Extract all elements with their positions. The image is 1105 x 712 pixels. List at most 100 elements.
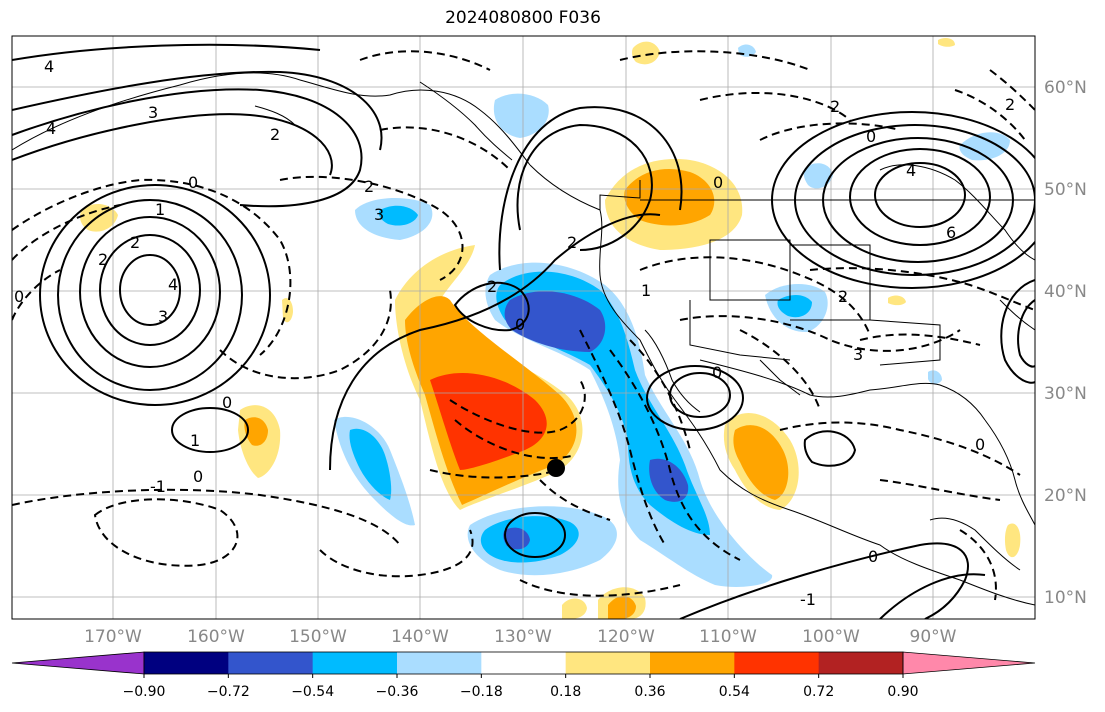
colorbar-tick-label: 0.18	[550, 684, 581, 700]
contour-label: 2	[364, 177, 374, 196]
contour-label: 4	[906, 161, 916, 180]
contour-label: 0	[188, 173, 198, 192]
lat-label: 30°N	[1044, 384, 1087, 404]
contour-label: 3	[148, 103, 158, 122]
positive-anomaly-region	[938, 37, 955, 47]
graticule	[12, 36, 1035, 619]
contour-label: 0	[515, 315, 525, 334]
colorbar-swatch	[734, 652, 820, 674]
contour-label: 3	[853, 345, 863, 364]
colorbar-swatch	[228, 652, 314, 674]
lat-label: 10°N	[1044, 588, 1087, 608]
lon-label: 140°W	[391, 627, 449, 647]
colorbar-tick-label: −0.18	[460, 684, 503, 700]
contour-label: 2	[130, 233, 140, 252]
colorbar-extend-high	[902, 651, 1036, 675]
contour-label: -1	[150, 477, 166, 496]
contour-label: 4	[46, 119, 56, 138]
chart-title: 2024080800 F036	[445, 8, 601, 28]
colorbar-swatch	[397, 652, 482, 674]
positive-anomaly-region	[733, 425, 789, 500]
positive-anomaly-region	[562, 598, 587, 619]
negative-anomaly-region	[493, 93, 549, 138]
negative-anomaly-region	[803, 163, 833, 189]
positive-anomaly-region	[244, 417, 268, 446]
lon-label: 170°W	[84, 627, 142, 647]
longitude-labels: 170°W 160°W 150°W 140°W 130°W 120°W 110°…	[84, 627, 957, 647]
colorbar-swatch	[650, 652, 735, 674]
positive-anomaly-region	[430, 372, 547, 470]
contour-label: 0	[712, 363, 722, 382]
colorbar-tick-label: −0.90	[123, 684, 166, 700]
lon-label: 120°W	[597, 627, 655, 647]
colorbar-swatch	[144, 652, 229, 674]
colorbar-swatch	[565, 652, 651, 674]
lat-label: 20°N	[1044, 486, 1087, 506]
map-frame	[11, 35, 1036, 620]
positive-anomaly-region	[888, 295, 906, 306]
colorbar-tick-label: 0.90	[887, 684, 918, 700]
contour-label: 0	[14, 287, 24, 306]
contour-label: 2	[567, 233, 577, 252]
lon-label: 160°W	[187, 627, 245, 647]
negative-anomaly-region	[959, 132, 1010, 161]
contour-label: 6	[946, 223, 956, 242]
shaded-anomalies	[80, 37, 1021, 619]
lon-label: 100°W	[802, 627, 860, 647]
contour-label: -1	[800, 590, 816, 609]
positive-anomaly-region	[1004, 523, 1021, 558]
colorbar-extend-low	[11, 651, 145, 675]
contour-label: 0	[975, 435, 985, 454]
contour-label: 2	[838, 287, 848, 306]
contour-label: 2	[98, 250, 108, 269]
contour-label: 1	[190, 431, 200, 450]
contour-label: 1	[155, 200, 165, 219]
colorbar-tick-label: 0.72	[803, 684, 834, 700]
contour-label: 4	[44, 57, 54, 76]
contour-label: 0	[193, 467, 203, 486]
contour-label: 1	[641, 281, 651, 300]
positive-anomaly-region	[608, 596, 636, 619]
contour-label: 0	[222, 393, 232, 412]
coastlines	[12, 72, 1035, 606]
contour-label: 0	[713, 173, 723, 192]
negative-anomaly-region	[349, 428, 392, 500]
colorbar: −0.90 −0.72 −0.54 −0.36 −0.18 0.18 0.36 0.54 0.7…	[11, 651, 1036, 700]
contour-label: 2	[270, 125, 280, 144]
contour-label: 2	[1005, 95, 1015, 114]
colorbar-swatch	[818, 652, 904, 674]
contour-label: 2	[830, 97, 840, 116]
colorbar-swatch	[312, 652, 398, 674]
lon-label: 130°W	[494, 627, 552, 647]
negative-anomaly-region	[649, 458, 689, 502]
contour-lines	[12, 43, 1035, 619]
latitude-labels: 60°N 50°N 40°N 30°N 20°N 10°N	[1044, 78, 1087, 608]
contour-label: 0	[868, 547, 878, 566]
lat-label: 50°N	[1044, 180, 1087, 200]
contour-label: 4	[168, 275, 178, 294]
lat-label: 40°N	[1044, 282, 1087, 302]
positive-anomaly-region	[624, 169, 715, 226]
colorbar-swatch	[481, 652, 567, 674]
location-marker	[547, 459, 565, 477]
contour-label-group: 4 3 4 2 0 1 2 4 3 2 0 1 0 -1 3 2 0 2 2 0…	[14, 57, 1015, 609]
colorbar-tick-label: −0.36	[376, 684, 419, 700]
colorbar-tick-label: 0.54	[719, 684, 750, 700]
negative-anomaly-region	[928, 370, 942, 385]
colorbar-tick-label: −0.54	[291, 684, 334, 700]
lon-label: 90°W	[910, 627, 957, 647]
lat-label: 60°N	[1044, 78, 1087, 98]
colorbar-outline	[143, 651, 904, 675]
contour-label: 0	[866, 127, 876, 146]
negative-anomaly-region	[504, 291, 606, 352]
negative-anomaly-region	[378, 205, 418, 226]
contour-label: 3	[374, 205, 384, 224]
contour-label: 2	[487, 277, 497, 296]
lon-label: 150°W	[289, 627, 347, 647]
negative-anomaly-region	[777, 294, 812, 318]
colorbar-tick-label: 0.36	[634, 684, 665, 700]
positive-anomaly-region	[632, 41, 660, 65]
contour-label: 3	[158, 307, 168, 326]
lon-label: 110°W	[699, 627, 757, 647]
